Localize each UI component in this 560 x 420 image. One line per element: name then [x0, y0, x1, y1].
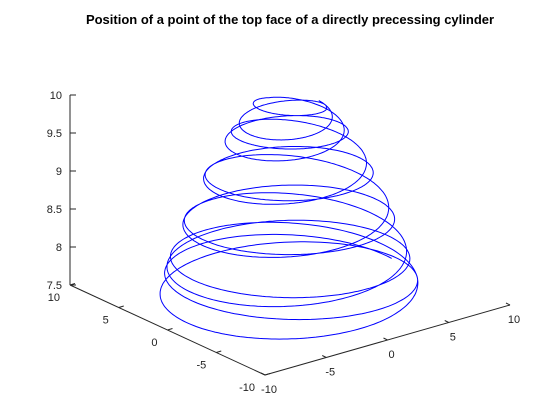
- x-tick-mark: [383, 337, 388, 341]
- chart-title: Position of a point of the top face of a…: [86, 12, 494, 27]
- z-tick-label: 10: [50, 90, 62, 102]
- y-tick-mark: [167, 328, 173, 331]
- y-tick-label: 10: [48, 292, 60, 304]
- x-tick-label: 5: [450, 332, 456, 344]
- x-tick-mark: [260, 372, 266, 376]
- z-tick-label: 9.5: [47, 128, 62, 140]
- y-tick-group: -10 -5 0 5 10: [48, 283, 271, 394]
- y-tick-mark: [264, 373, 271, 376]
- z-tick-label: 8: [56, 242, 62, 254]
- z-tick-label: 7.5: [47, 280, 62, 292]
- x-tick-mark: [505, 302, 511, 306]
- y-tick-label: 5: [103, 315, 109, 327]
- y-tick-mark: [118, 305, 124, 308]
- x-tick-group: -10 -5 0 5 10: [260, 302, 520, 396]
- z-tick-label: 8.5: [47, 204, 62, 216]
- x-tick-label: 0: [388, 349, 394, 361]
- x-tick-label: -10: [261, 384, 277, 396]
- x-tick-label: -5: [325, 367, 335, 379]
- y-tick-label: -10: [239, 382, 255, 394]
- y-tick-label: -5: [196, 360, 206, 372]
- precession-trajectory-line: [159, 96, 419, 340]
- y-tick-mark: [69, 283, 76, 286]
- x-tick-mark: [444, 320, 449, 323]
- z-tick-label: 9: [56, 166, 62, 178]
- x-tick-label: 10: [508, 314, 520, 326]
- y-tick-label: 0: [151, 337, 157, 349]
- x-tick-mark: [322, 355, 327, 358]
- z-tick-group: 7.5 8 8.5 9 9.5 10: [47, 90, 76, 292]
- y-tick-mark: [216, 350, 222, 353]
